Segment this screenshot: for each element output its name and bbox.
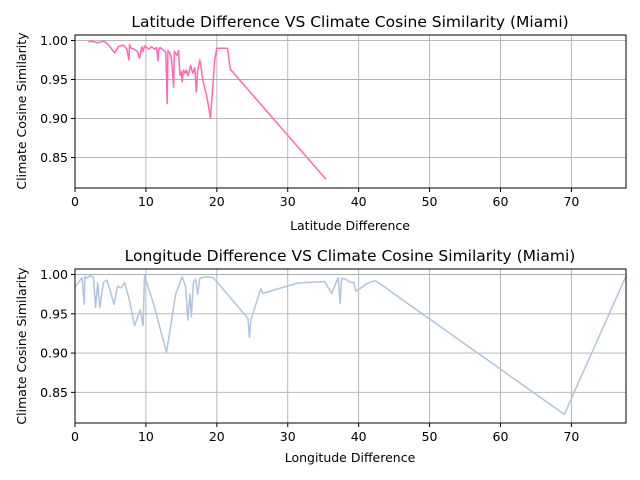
longitude-x-tick-label: 0 — [71, 429, 79, 444]
longitude-y-tick-label: 0.95 — [40, 306, 68, 321]
longitude-x-tick-label: 10 — [138, 429, 154, 444]
latitude-x-tick-label: 0 — [71, 194, 79, 209]
longitude-x-tick-label: 40 — [351, 429, 367, 444]
latitude-subplot: Latitude Difference VS Climate Cosine Si… — [14, 13, 627, 233]
latitude-chart-title: Latitude Difference VS Climate Cosine Si… — [131, 13, 568, 31]
longitude-x-tick-label: 70 — [563, 429, 579, 444]
latitude-x-tick-label: 10 — [138, 194, 154, 209]
longitude-chart-title: Longitude Difference VS Climate Cosine S… — [125, 247, 576, 265]
longitude-subplot: Longitude Difference VS Climate Cosine S… — [14, 247, 627, 465]
latitude-y-axis-label: Climate Cosine Similarity — [14, 32, 29, 190]
latitude-grid — [74, 35, 626, 188]
latitude-x-axis-label: Latitude Difference — [290, 218, 410, 233]
latitude-plot-frame — [74, 34, 627, 189]
latitude-y-tick-label: 0.85 — [40, 150, 68, 165]
latitude-x-tick-label: 40 — [351, 194, 367, 209]
latitude-x-tick-label: 30 — [280, 194, 296, 209]
longitude-plot-frame — [74, 268, 627, 424]
longitude-x-axis-label: Longitude Difference — [285, 450, 416, 465]
longitude-x-tick-label: 30 — [280, 429, 296, 444]
longitude-x-tick-label: 50 — [422, 429, 438, 444]
latitude-x-tick-label: 60 — [493, 194, 509, 209]
latitude-x-tick-label: 70 — [563, 194, 579, 209]
latitude-x-tick-label: 20 — [209, 194, 225, 209]
longitude-series-line — [75, 274, 627, 416]
latitude-series-line — [88, 40, 327, 180]
longitude-axis-ticks: 0 10 20 30 40 50 60 70 0.85 0.90 0.95 1.00 — [40, 267, 579, 444]
latitude-y-tick-label: 1.00 — [40, 33, 68, 48]
longitude-x-tick-label: 60 — [493, 429, 509, 444]
longitude-y-axis-label: Climate Cosine Similarity — [14, 267, 29, 425]
longitude-y-tick-label: 0.85 — [40, 385, 68, 400]
latitude-axis-ticks: 0 10 20 30 40 50 60 70 0.85 0.90 0.95 1.00 — [40, 33, 579, 209]
longitude-y-tick-label: 0.90 — [40, 346, 68, 361]
longitude-y-tick-label: 1.00 — [40, 267, 68, 282]
longitude-x-tick-label: 20 — [209, 429, 225, 444]
latitude-y-tick-label: 0.95 — [40, 72, 68, 87]
latitude-y-tick-label: 0.90 — [40, 111, 68, 126]
latitude-x-tick-label: 50 — [422, 194, 438, 209]
